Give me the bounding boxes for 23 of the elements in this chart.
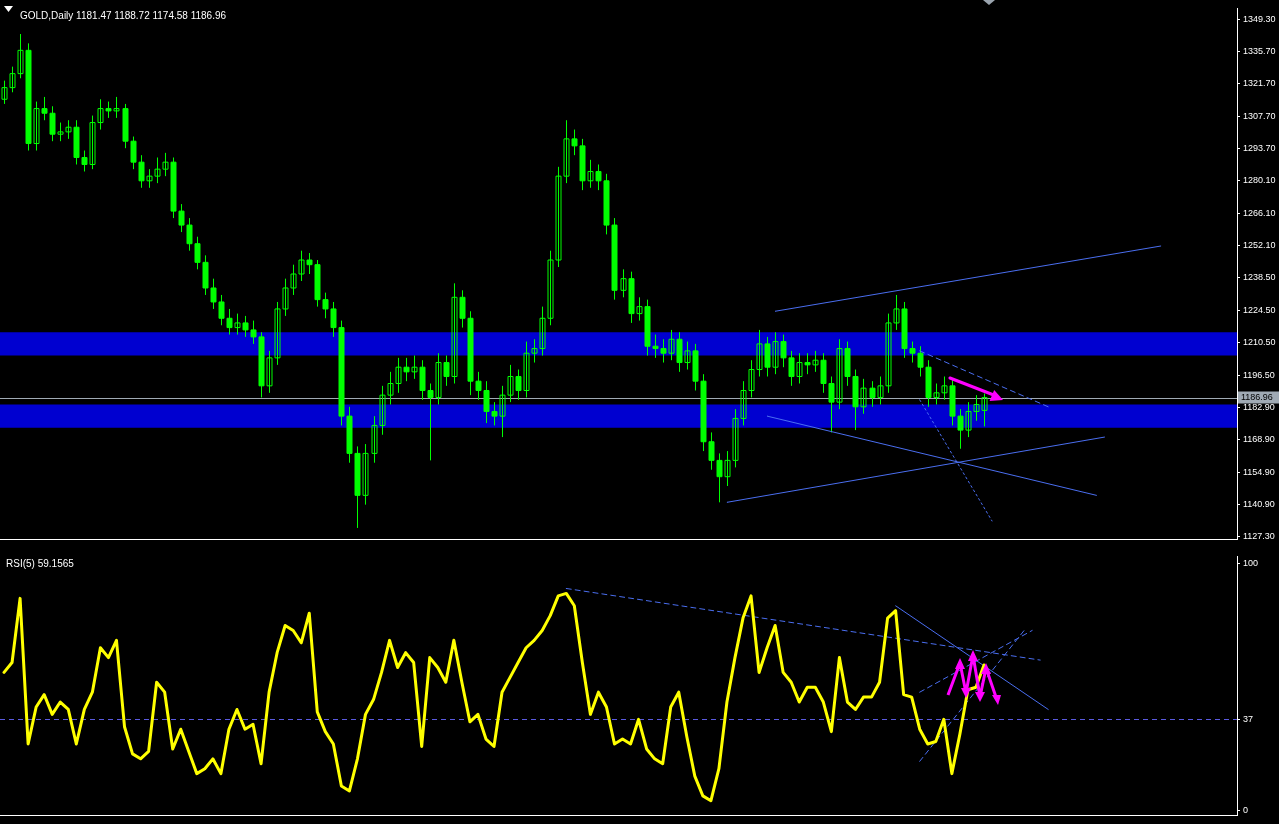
y-tick-label: 1293.70 [1243, 143, 1276, 154]
y-tick-label: 1127.30 [1243, 531, 1275, 542]
y-tick-label: 1266.10 [1243, 207, 1276, 218]
y-tick-label: 1224.50 [1243, 304, 1276, 315]
y-tick-label: 1238.50 [1243, 271, 1276, 282]
y-tick-label: 1154.90 [1243, 466, 1275, 477]
y-tick-label: 1140.90 [1243, 499, 1275, 510]
y-tick-label: 0 [1243, 805, 1249, 816]
y-tick-label: 37 [1243, 713, 1254, 724]
y-tick-label: 1335.70 [1243, 45, 1276, 56]
ref-line-label: 1186.96 [1241, 392, 1273, 403]
y-tick-label: 1168.90 [1243, 434, 1275, 445]
y-tick-label: 1210.50 [1243, 337, 1276, 348]
y-tick-label: 1321.70 [1243, 78, 1276, 89]
y-tick-label: 1252.10 [1243, 240, 1276, 251]
y-tick-label: 100 [1243, 558, 1259, 569]
y-tick-label: 1349.30 [1243, 13, 1276, 24]
y-tick-label: 1182.90 [1243, 401, 1275, 412]
chart-title: RSI(5) 59.1565 [6, 558, 75, 570]
y-tick-label: 1196.50 [1243, 369, 1275, 380]
chart-title: GOLD,Daily 1181.47 1188.72 1174.58 1186.96 [20, 10, 227, 22]
y-tick-label: 1307.70 [1243, 110, 1276, 121]
y-tick-label: 1280.10 [1243, 175, 1276, 186]
